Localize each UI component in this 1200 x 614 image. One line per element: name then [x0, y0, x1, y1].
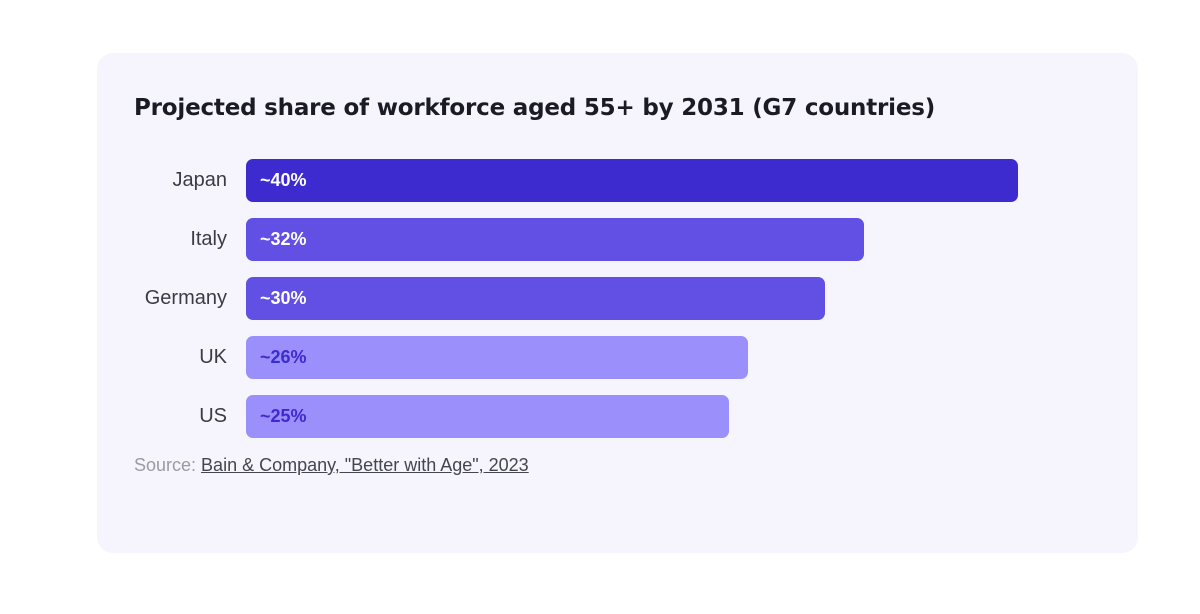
chart-title: Projected share of workforce aged 55+ by… [134, 95, 936, 121]
category-label: Italy [190, 228, 227, 250]
bar-row-us: US ~25% [97, 395, 1138, 438]
category-label: US [199, 405, 227, 427]
bar-value-label: ~30% [260, 288, 307, 308]
bar-value-label: ~40% [260, 170, 307, 190]
bar-value-label: ~32% [260, 229, 307, 249]
source-link[interactable]: Bain & Company, "Better with Age", 2023 [201, 455, 529, 475]
bar-value-label: ~26% [260, 347, 307, 367]
source-line: Source: Bain & Company, "Better with Age… [134, 455, 529, 476]
chart-card: Projected share of workforce aged 55+ by… [97, 53, 1138, 553]
category-label: Japan [172, 169, 228, 191]
bar-germany: ~30% [246, 277, 825, 320]
category-label: Germany [144, 287, 227, 309]
bar-uk: ~26% [246, 336, 748, 379]
bar-row-italy: Italy ~32% [97, 218, 1138, 261]
bar-value-label: ~25% [260, 406, 307, 426]
category-label: UK [199, 346, 227, 368]
bar-row-germany: Germany ~30% [97, 277, 1138, 320]
bar-japan: ~40% [246, 159, 1018, 202]
bar-row-japan: Japan ~40% [97, 159, 1138, 202]
source-prefix: Source: [134, 455, 202, 475]
bar-us: ~25% [246, 395, 729, 438]
bar-row-uk: UK ~26% [97, 336, 1138, 379]
bar-italy: ~32% [246, 218, 864, 261]
bar-chart: Japan ~40% Italy ~32% Germany ~30% UK ~26% US ~25… [97, 53, 1138, 553]
